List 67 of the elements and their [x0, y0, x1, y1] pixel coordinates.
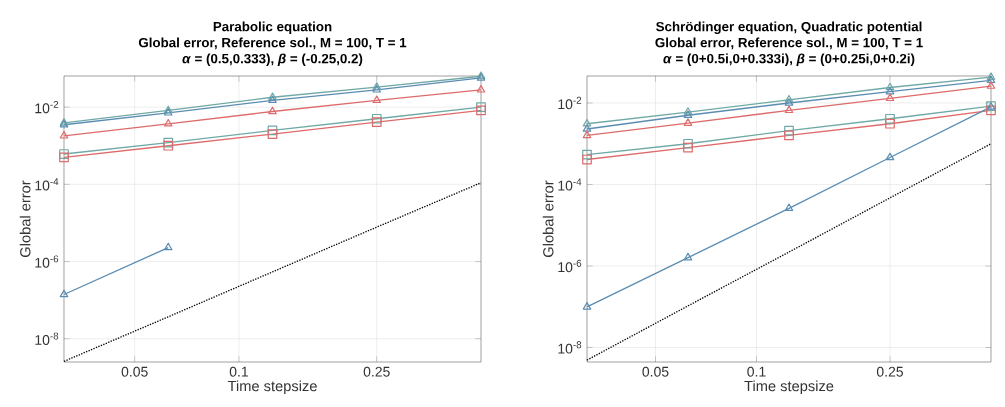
point — [476, 102, 486, 112]
point — [268, 106, 277, 115]
point — [784, 125, 794, 136]
y-axis-title: Global error — [19, 180, 31, 257]
point — [986, 105, 996, 116]
chart-subtitle: Global error, Reference sol., M = 100, T = 1 — [655, 37, 923, 50]
point — [267, 125, 278, 136]
point — [885, 93, 895, 102]
point — [268, 92, 277, 100]
point — [59, 131, 69, 139]
line-series — [586, 143, 992, 361]
y-tick-label: 10$^{-2}$ — [35, 100, 59, 114]
y-tick-label: 10$^{-6}$ — [35, 255, 59, 268]
point — [986, 75, 996, 84]
chart-subtitle: Global error, Reference sol., M = 100, T = 1 — [138, 37, 407, 50]
point — [59, 149, 69, 159]
point — [59, 152, 69, 163]
point — [885, 82, 895, 91]
point — [372, 95, 382, 104]
x-tick-label: 0.25 — [876, 366, 904, 377]
y-tick-label: 10$^{-4}$ — [35, 178, 59, 191]
point — [885, 113, 895, 124]
point — [582, 149, 592, 160]
point — [267, 129, 278, 139]
y-tick-label: 10$^{-8}$ — [558, 341, 582, 354]
point — [784, 203, 794, 212]
x-tick-label: 0.1 — [747, 366, 766, 377]
y-axis-title: Global error — [542, 180, 554, 257]
y-tick-label: 10$^{-6}$ — [558, 259, 582, 273]
point — [784, 94, 794, 103]
point — [476, 85, 486, 93]
y-tick-label: 10$^{-2}$ — [558, 96, 582, 110]
point — [784, 105, 794, 114]
y-tick-label: 10$^{-8}$ — [35, 332, 59, 345]
point — [885, 118, 895, 129]
point — [986, 81, 996, 89]
point — [371, 113, 382, 124]
point — [885, 152, 895, 161]
chart-title: Schrödinger equation, Quadratic potential — [656, 21, 922, 35]
point — [371, 117, 382, 127]
x-tick-label: 0.05 — [121, 366, 148, 377]
point — [784, 130, 794, 141]
point — [683, 252, 693, 261]
point — [582, 130, 592, 139]
x-tick-label: 0.1 — [229, 366, 248, 377]
text: α = (0+0.5i,0+0.333i), β = (0+0.25i,0+0.2i) — [663, 53, 915, 66]
point — [582, 124, 592, 132]
point — [683, 138, 693, 149]
point — [885, 86, 895, 95]
point — [683, 142, 693, 153]
point — [986, 72, 996, 80]
point — [268, 95, 277, 104]
point — [582, 302, 592, 310]
x-tick-label: 0.05 — [642, 366, 669, 377]
line-series — [63, 182, 482, 363]
x-axis-title: Time stepsize — [227, 380, 317, 395]
point — [582, 118, 592, 127]
point — [476, 105, 486, 116]
chart-title: Parabolic equation — [213, 21, 332, 34]
x-axis-title: Time stepsize — [744, 380, 834, 395]
point — [683, 118, 693, 126]
point — [784, 98, 794, 106]
y-tick-label: 10$^{-4}$ — [558, 178, 582, 191]
text: α = (0.5,0.333), β = (-0.25,0.2) — [182, 53, 363, 66]
point — [582, 154, 592, 165]
x-tick-label: 0.25 — [363, 366, 390, 377]
point — [163, 118, 173, 127]
